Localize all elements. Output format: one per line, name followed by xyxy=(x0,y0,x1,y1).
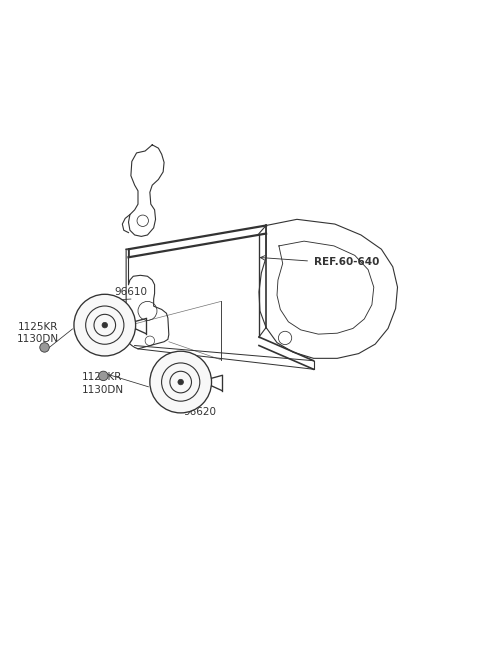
Circle shape xyxy=(74,294,136,356)
Text: REF.60-640: REF.60-640 xyxy=(313,257,379,267)
Circle shape xyxy=(98,371,108,381)
Text: 96620: 96620 xyxy=(183,407,216,417)
Circle shape xyxy=(40,343,49,352)
Text: 96610: 96610 xyxy=(114,287,147,297)
Circle shape xyxy=(102,322,108,328)
Circle shape xyxy=(178,379,183,385)
Text: 1125KR
1130DN: 1125KR 1130DN xyxy=(17,322,60,345)
Text: 1125KR
1130DN: 1125KR 1130DN xyxy=(81,372,123,395)
Circle shape xyxy=(150,351,212,413)
